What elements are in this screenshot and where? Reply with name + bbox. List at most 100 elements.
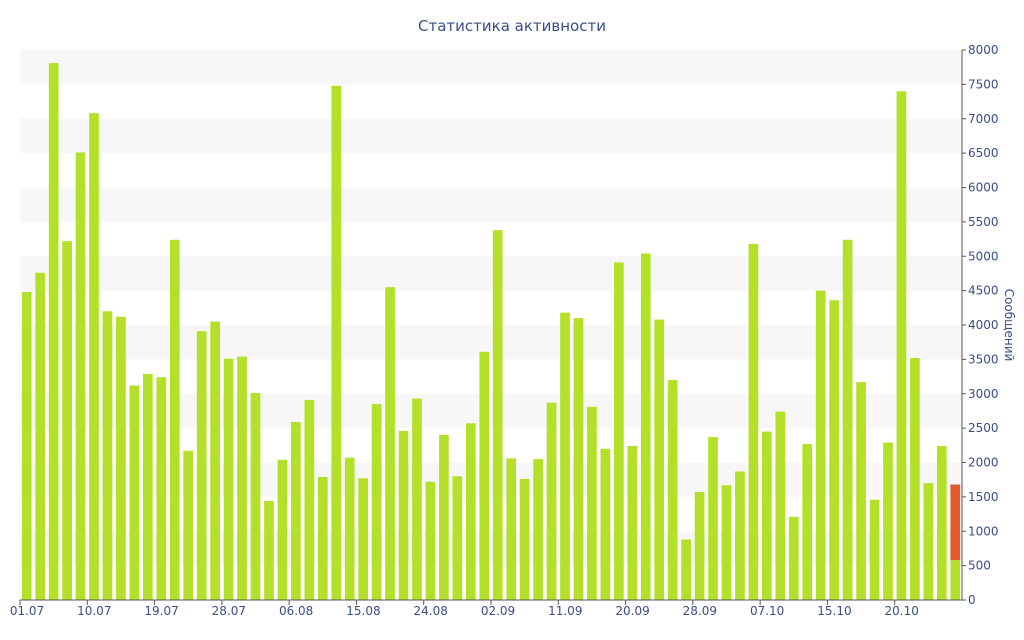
bar	[62, 241, 72, 600]
bar	[304, 399, 315, 600]
bar	[48, 63, 59, 600]
bar-last-highlight	[950, 484, 961, 561]
bar	[452, 476, 463, 600]
bar	[735, 471, 745, 600]
y-tick-label: 5500	[968, 215, 999, 229]
bar	[210, 321, 220, 600]
y-tick-label: 7000	[968, 112, 999, 126]
bar	[560, 312, 570, 600]
bar	[35, 272, 46, 600]
bar	[102, 311, 113, 600]
grid-band	[20, 187, 962, 222]
y-tick-label: 7500	[968, 77, 999, 91]
bar	[910, 358, 920, 600]
bar	[802, 443, 813, 600]
bar	[264, 501, 274, 600]
x-tick-label: 11.09	[548, 604, 582, 618]
bar	[169, 239, 180, 600]
y-axis: 0 500 1000 1500 2000 2500 3000 3500 4000 4500 5000…	[961, 43, 999, 607]
bar	[546, 402, 557, 600]
y-tick-label: 1000	[968, 524, 999, 538]
bar	[613, 262, 624, 600]
y-tick-label: 4000	[968, 318, 999, 332]
y-tick-label: 2000	[968, 456, 999, 470]
grid-band	[20, 118, 962, 154]
x-tick-label: 07.10	[750, 604, 784, 618]
bar	[412, 398, 422, 600]
bar	[250, 393, 261, 600]
x-tick-label: 10.07	[77, 604, 111, 618]
bar	[923, 483, 934, 600]
bar	[358, 478, 369, 600]
bar	[883, 442, 893, 600]
bar	[640, 253, 651, 600]
x-tick-label: 02.09	[481, 604, 515, 618]
bar	[587, 406, 597, 600]
bar	[667, 380, 678, 600]
bar	[600, 448, 611, 600]
bar	[142, 373, 153, 600]
bar	[869, 499, 880, 600]
bar	[573, 318, 584, 600]
x-tick-label: 28.09	[683, 604, 717, 618]
bar	[775, 411, 786, 600]
bar	[694, 492, 705, 600]
bar	[331, 85, 342, 600]
bar	[627, 446, 638, 600]
x-tick-label: 28.07	[212, 604, 246, 618]
bar	[425, 481, 436, 600]
bar-last	[950, 560, 961, 600]
bar	[788, 516, 799, 600]
bar	[237, 356, 247, 600]
bar	[815, 290, 826, 600]
y-tick-label: 5000	[968, 249, 999, 263]
x-tick-label: 15.10	[817, 604, 851, 618]
bar	[89, 113, 99, 600]
bar	[439, 435, 449, 600]
x-tick-label: 01.07	[10, 604, 44, 618]
x-tick-label: 20.10	[885, 604, 919, 618]
bar	[223, 358, 234, 600]
bar	[492, 230, 503, 600]
bar	[385, 287, 395, 600]
bar	[317, 476, 328, 600]
bar	[398, 430, 409, 600]
bar	[75, 152, 86, 600]
bar	[21, 292, 32, 600]
bar	[654, 319, 665, 600]
bar	[291, 421, 301, 600]
bar	[721, 485, 732, 600]
bar	[896, 91, 907, 600]
bar	[116, 316, 126, 600]
x-axis: 01.07 10.07 19.07 28.07 06.08 15.08 24.08 02.09…	[10, 599, 962, 618]
bar	[183, 450, 194, 600]
bar	[371, 404, 382, 600]
y-tick-label: 6000	[968, 181, 999, 195]
y-tick-label: 4500	[968, 284, 999, 298]
grid-band	[20, 50, 962, 85]
bar	[681, 539, 691, 600]
x-tick-label: 19.07	[144, 604, 178, 618]
bar	[842, 239, 853, 600]
bar	[196, 331, 207, 600]
y-tick-label: 3000	[968, 387, 999, 401]
y-tick-label: 8000	[968, 43, 999, 57]
y-axis-label: Сообщений	[1002, 289, 1016, 362]
x-tick-label: 24.08	[414, 604, 448, 618]
x-tick-label: 20.09	[615, 604, 649, 618]
bar	[129, 385, 140, 600]
bar	[519, 479, 530, 600]
bar	[277, 459, 288, 600]
y-tick-label: 2500	[968, 421, 999, 435]
x-tick-label: 15.08	[346, 604, 380, 618]
bars-group	[21, 63, 961, 600]
y-tick-label: 6500	[968, 146, 999, 160]
bar	[156, 377, 167, 600]
bar	[479, 351, 490, 600]
y-tick-label: 1500	[968, 490, 999, 504]
bar	[465, 423, 476, 600]
y-tick-label: 0	[968, 593, 976, 607]
y-tick-label: 3500	[968, 352, 999, 366]
